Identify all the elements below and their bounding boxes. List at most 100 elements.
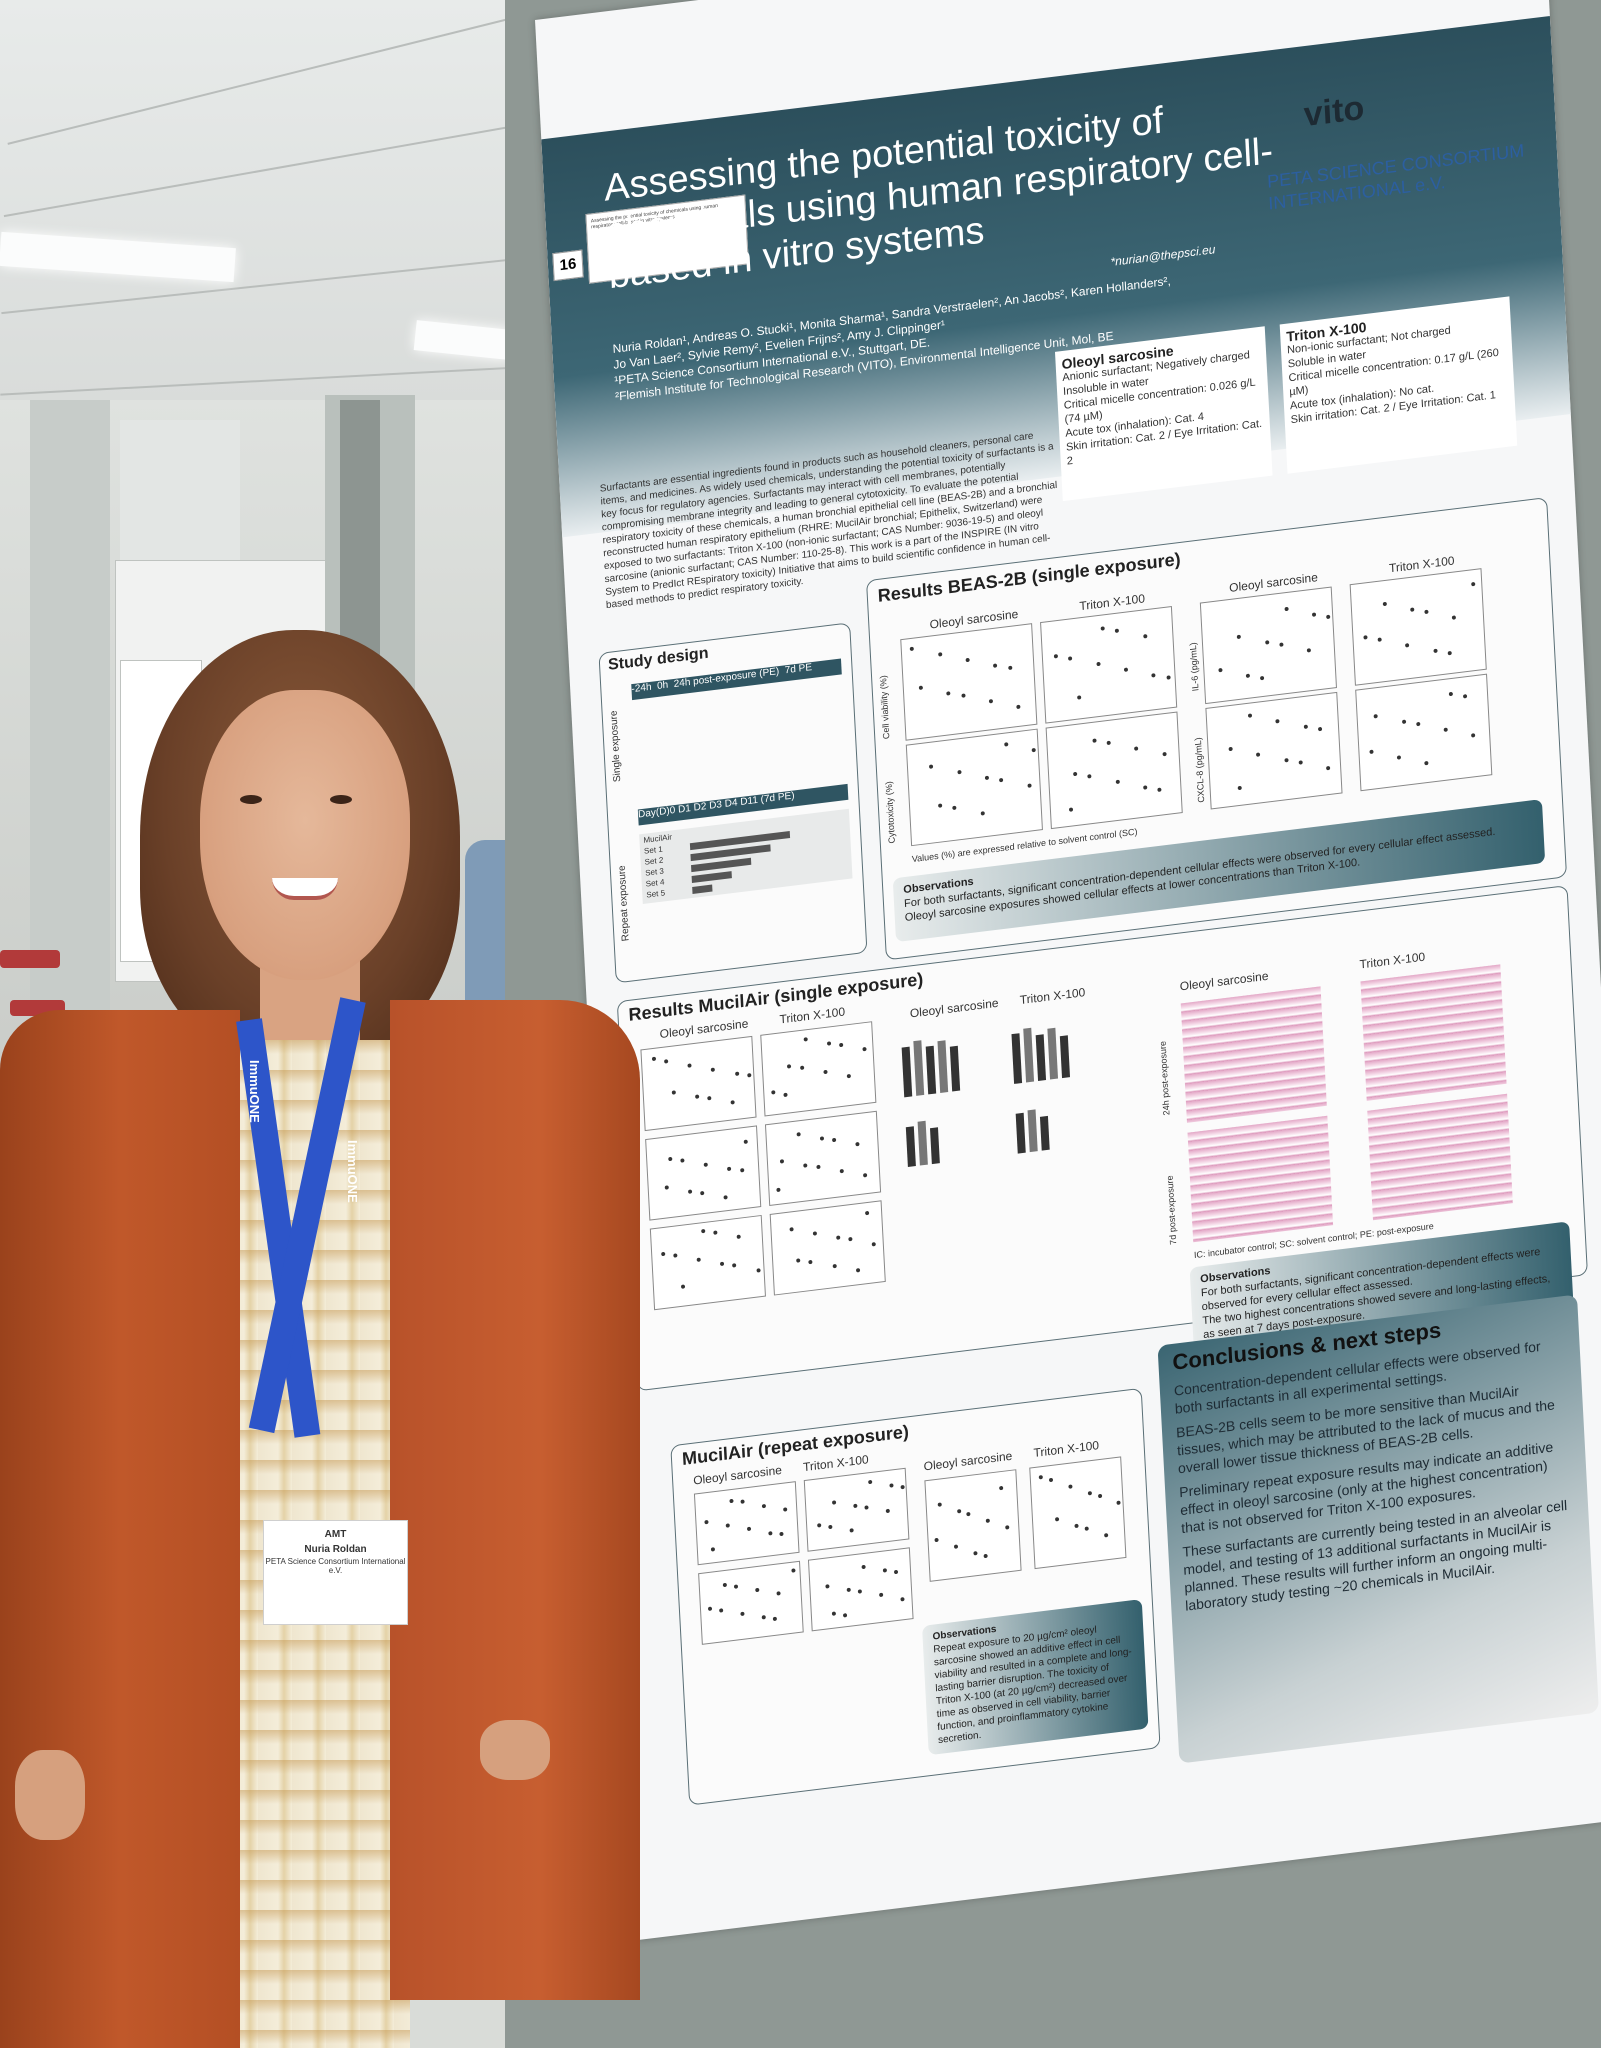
bar (1035, 1034, 1047, 1081)
plot-point (779, 1532, 784, 1537)
left-eye (240, 795, 262, 804)
plot-point (1097, 1493, 1102, 1499)
plot-point (1369, 749, 1374, 755)
plot-point (1084, 1526, 1089, 1531)
set-label: Set 4 (645, 877, 665, 889)
plot-point (700, 1228, 706, 1234)
plot-point (1284, 606, 1289, 612)
plot-point (937, 803, 943, 808)
plot-point (1115, 779, 1120, 785)
conclusions-section: Conclusions & next steps Concentration-d… (1157, 1294, 1599, 1764)
plot-point (1462, 694, 1468, 699)
plot-point (710, 1546, 716, 1552)
bar (1039, 1115, 1050, 1151)
plot-point (680, 1284, 685, 1289)
plot-point (664, 1184, 669, 1190)
column-label: Triton X-100 (1359, 949, 1426, 972)
plot-point (719, 1607, 724, 1613)
plot-point (825, 1584, 830, 1589)
badge-org: PETA Science Consortium International e.… (265, 1557, 406, 1575)
plot-point (704, 1519, 709, 1525)
plot-point (900, 1596, 905, 1602)
plot-point (934, 1537, 939, 1543)
plot-point (1237, 634, 1242, 640)
plot (760, 1021, 877, 1117)
plot-point (711, 1067, 716, 1072)
histology-image (1360, 964, 1507, 1101)
plot-point (1311, 612, 1316, 617)
board-number: 16 (552, 249, 584, 282)
plot-cytotoxicity-oleoyl (905, 728, 1043, 847)
axis-label: CXCL-8 (pg/mL) (1192, 736, 1207, 804)
column-label: Triton X-100 (802, 1452, 869, 1475)
plot-point (1415, 721, 1421, 727)
plot-point (771, 1090, 776, 1096)
plot-point (1424, 609, 1429, 615)
plot-point (1104, 1533, 1109, 1538)
plot-point (668, 1156, 673, 1161)
plot-point (1452, 615, 1457, 620)
plot-point (882, 1568, 887, 1573)
bar (901, 1046, 913, 1098)
plot-point (791, 1568, 796, 1573)
plot-point (819, 1136, 825, 1141)
plot-point (965, 657, 970, 663)
plot-point (680, 1158, 685, 1163)
plot-point (1382, 601, 1387, 607)
poster: 16 Assessing the potential toxicity of c… (535, 0, 1601, 1941)
axis-label: 24h post-exposure (1157, 1040, 1172, 1116)
plot-point (740, 1499, 745, 1505)
plot-point (861, 1564, 866, 1569)
bar-charts (891, 1001, 1131, 1228)
set-label: MucilAir (643, 832, 673, 845)
plot-point (664, 1058, 669, 1064)
axis-label: Cytotoxicity (%) (883, 780, 897, 845)
plot-point (1275, 719, 1280, 724)
plot-point (1217, 667, 1223, 673)
set-label: Set 2 (644, 855, 664, 867)
plot-point (1106, 740, 1111, 746)
plot-point (1245, 673, 1250, 679)
plot-point (761, 1503, 767, 1508)
plot-point (1228, 746, 1233, 752)
bar (1015, 1112, 1026, 1154)
axis-label: Cell viability (%) (878, 674, 892, 740)
plot-point (1074, 1523, 1079, 1529)
plot-point (1326, 614, 1331, 620)
plot-point (1448, 691, 1453, 697)
plot-point (725, 1523, 730, 1528)
plot-point (1068, 807, 1073, 812)
plot-point (761, 1615, 766, 1620)
left-hand (15, 1750, 85, 1840)
plot-point (673, 1253, 678, 1258)
plot-point (862, 1173, 867, 1178)
plot-point (839, 1169, 844, 1174)
plot-point (817, 1523, 822, 1528)
plot-point (783, 1507, 788, 1512)
day-label: Day(D)0 (637, 804, 676, 821)
plot-point (1142, 634, 1148, 639)
plot-point (937, 652, 943, 657)
plot-point (1307, 648, 1312, 653)
plot-point (846, 1587, 851, 1593)
plot-point (946, 691, 951, 696)
plot-point (687, 1189, 692, 1194)
plot-point (871, 1241, 877, 1247)
plot-point (783, 1092, 788, 1097)
bar (937, 1040, 949, 1093)
plot-point (986, 1518, 991, 1523)
plot (693, 1481, 800, 1566)
plot-point (1303, 724, 1308, 730)
set-label: Set 5 (646, 888, 666, 900)
right-eye (330, 795, 352, 804)
plot-point (1256, 752, 1261, 757)
plot-point (1363, 635, 1368, 640)
plot-point (730, 1100, 735, 1105)
plot-point (827, 1041, 832, 1046)
plot-point (953, 1544, 959, 1549)
plot-point (1151, 673, 1156, 678)
plot-point (740, 1611, 745, 1616)
plot-point (1317, 726, 1322, 732)
plot-point (703, 1162, 709, 1167)
set-bar (692, 884, 713, 894)
